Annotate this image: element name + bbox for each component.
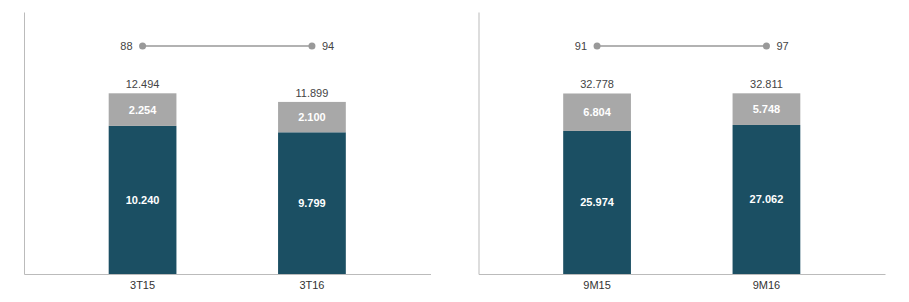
bar-segment	[278, 102, 346, 132]
segment-label: 25.974	[580, 196, 615, 208]
y-axis	[479, 13, 480, 275]
x-tick: 9M16	[753, 274, 781, 291]
connector-dot	[139, 43, 146, 50]
segment-label: 5.748	[753, 103, 781, 115]
x-tick: 3T15	[130, 274, 155, 291]
labels: 25.974 27.062 6.804 5.748 32.778 32.811 91 97	[575, 40, 789, 208]
bar-segment	[563, 93, 631, 130]
bar-segment	[563, 131, 631, 274]
segment-label: 9.799	[298, 197, 326, 209]
bar-segment	[109, 93, 177, 126]
bar-segment	[109, 126, 177, 274]
plot-area	[563, 93, 800, 274]
total-label: 32.811	[750, 78, 783, 90]
x-axis: 9M15 9M16	[479, 274, 886, 291]
x-axis-line	[25, 274, 432, 275]
segment-label: 2.100	[298, 111, 326, 123]
segment-label: 2.254	[129, 104, 157, 116]
bar-segment	[733, 125, 801, 274]
connector-line	[597, 45, 766, 47]
x-tick: 9M15	[583, 274, 611, 291]
y-axis-line	[24, 13, 25, 275]
x-tick: 3T16	[299, 274, 324, 291]
panel: 25.974 27.062 6.804 5.748 32.778 32.811 91 97 9M…	[479, 13, 886, 291]
x-tick-label: 3T16	[299, 279, 324, 291]
y-axis	[24, 13, 25, 275]
x-axis: 3T15 3T16	[25, 274, 432, 291]
annotation: 91	[575, 40, 587, 52]
annotation: 97	[776, 40, 788, 52]
connector-dot	[763, 43, 770, 50]
bar-segment	[278, 132, 346, 274]
panel: 10.240 9.799 2.254 2.100 12.494 11.899 88 94 3T1…	[25, 13, 432, 291]
connector-dot	[308, 43, 315, 50]
x-axis-line	[479, 274, 886, 275]
total-label: 32.778	[580, 78, 614, 90]
segment-label: 27.062	[750, 193, 784, 205]
connector-line	[143, 45, 312, 47]
figure: 10.240 9.799 2.254 2.100 12.494 11.899 88 94 3T1…	[0, 0, 909, 302]
labels: 10.240 9.799 2.254 2.100 12.494 11.899 88 94	[120, 40, 334, 209]
x-tick-label: 9M16	[753, 279, 781, 291]
total-label: 12.494	[126, 78, 160, 90]
x-tick-label: 9M15	[583, 279, 611, 291]
connector-dot	[594, 43, 601, 50]
total-label: 11.899	[296, 87, 329, 99]
bar-segment	[733, 93, 801, 125]
y-axis-line	[479, 13, 480, 275]
segment-label: 10.240	[126, 194, 160, 206]
segment-label: 6.804	[583, 106, 611, 118]
plot-area	[109, 93, 346, 274]
x-tick-label: 3T15	[130, 279, 155, 291]
annotation: 94	[322, 40, 334, 52]
annotation: 88	[120, 40, 132, 52]
